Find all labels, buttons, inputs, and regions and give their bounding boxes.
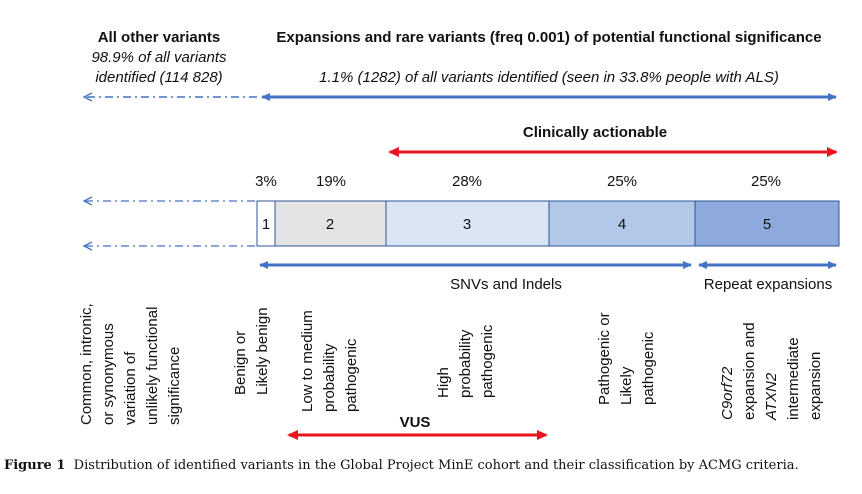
other-variants-percent: 98.9% of all variants — [91, 49, 227, 66]
desc-class3-line: probability — [457, 329, 474, 398]
percent-class-5: 25% — [751, 173, 781, 190]
desc-class1-line: Benign or — [232, 331, 249, 395]
desc-class5-line: intermediate — [785, 337, 802, 420]
desc-other-line: or synonymous — [100, 323, 117, 425]
description-class-4: Pathogenic or Likely pathogenic — [596, 308, 657, 405]
desc-class1-line: Likely benign — [254, 307, 271, 395]
other-variants-title: All other variants — [98, 29, 221, 46]
expansion-title: Expansions and rare variants (freq 0.001… — [276, 29, 821, 46]
desc-class2-line: probability — [321, 343, 338, 412]
desc-class2-line: Low to medium — [299, 310, 316, 412]
other-variants-count: identified (114 828) — [95, 69, 222, 86]
svg-text:C9orf72 expansion and: C9orf72 expansion and ATXN2 intermediate… — [719, 318, 824, 421]
class-label-1: 1 — [262, 216, 270, 233]
desc-class4-line: pathogenic — [640, 331, 657, 405]
description-other: Common, intronic, or synonymous variatio… — [78, 299, 183, 425]
description-class-2: Low to medium probability pathogenic — [299, 306, 360, 412]
class-label-2: 2 — [326, 216, 334, 233]
svg-text:High probability p: High probability pathogenic — [435, 324, 496, 398]
desc-class5-line: expansion — [807, 352, 824, 420]
desc-other-line: Common, intronic, — [78, 303, 95, 425]
desc-class2-line: pathogenic — [343, 338, 360, 412]
desc-class4-line: Pathogenic or — [596, 312, 613, 405]
class-box-5: 5 — [694, 200, 840, 247]
desc-class3-line: pathogenic — [479, 324, 496, 398]
snvs-indels-label: SNVs and Indels — [450, 276, 562, 293]
svg-text:Common, intronic, or syn: Common, intronic, or synonymous variatio… — [78, 299, 183, 425]
class-label-3: 3 — [463, 216, 471, 233]
class-label-5: 5 — [763, 216, 771, 233]
desc-other-line: variation of — [122, 351, 139, 425]
class-box-2: 2 — [274, 200, 387, 247]
class-box-4: 4 — [548, 200, 696, 247]
desc-class4-line: Likely — [618, 366, 635, 405]
caption-text: Distribution of identified variants in t… — [73, 458, 799, 473]
desc-class3-line: High — [435, 367, 452, 398]
desc-class5-line: expansion and — [741, 322, 758, 420]
desc-other-line: significance — [166, 347, 183, 425]
class-box-1: 1 — [256, 200, 276, 247]
desc-other-line: unlikely functional — [144, 307, 161, 425]
description-class-3: High probability pathogenic — [435, 324, 496, 398]
description-class-1: Benign or Likely benign — [232, 307, 271, 395]
percent-class-3: 28% — [452, 173, 482, 190]
caption-lead: Figure 1 — [4, 458, 66, 473]
repeat-expansions-label: Repeat expansions — [704, 276, 832, 293]
expansion-subtitle: 1.1% (1282) of all variants identified (… — [319, 69, 779, 86]
vus-label: VUS — [400, 414, 431, 431]
svg-text:Benign or Likely benign: Benign or Likely benign — [232, 307, 271, 395]
class-box-3: 3 — [385, 200, 550, 247]
clinically-actionable-label: Clinically actionable — [523, 124, 667, 141]
desc-class5-line: ATXN2 — [763, 372, 780, 421]
percent-class-4: 25% — [607, 173, 637, 190]
percent-class-2: 19% — [316, 173, 346, 190]
figure-caption: Figure 1 Distribution of identified vari… — [4, 458, 856, 473]
svg-text:Pathogenic or Likely: Pathogenic or Likely pathogenic — [596, 308, 657, 405]
desc-class5-line: C9orf72 — [719, 366, 736, 420]
percent-class-1: 3% — [255, 173, 277, 190]
description-class-5: C9orf72 expansion and ATXN2 intermediate… — [719, 318, 824, 421]
class-label-4: 4 — [618, 216, 626, 233]
svg-text:Low to medium probabilit: Low to medium probability pathogenic — [299, 306, 360, 412]
